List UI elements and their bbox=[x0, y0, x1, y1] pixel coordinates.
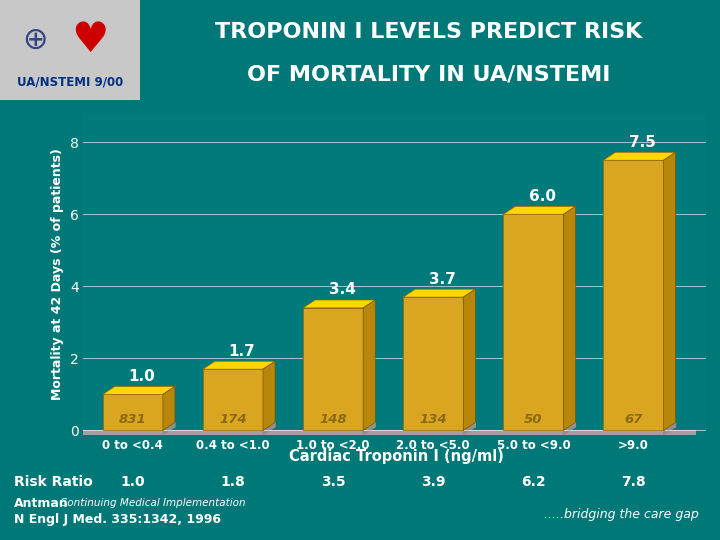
Polygon shape bbox=[363, 422, 375, 435]
Text: ♥: ♥ bbox=[71, 19, 109, 61]
Text: 3.5: 3.5 bbox=[321, 475, 346, 489]
Polygon shape bbox=[403, 289, 475, 297]
FancyBboxPatch shape bbox=[0, 0, 140, 100]
FancyBboxPatch shape bbox=[603, 160, 664, 430]
Text: 6.2: 6.2 bbox=[521, 475, 546, 489]
Polygon shape bbox=[463, 289, 475, 430]
Polygon shape bbox=[603, 152, 675, 160]
Text: Continuing Medical Implementation: Continuing Medical Implementation bbox=[60, 498, 246, 508]
Text: 7.5: 7.5 bbox=[629, 135, 656, 150]
FancyBboxPatch shape bbox=[203, 369, 263, 430]
Text: UA/NSTEMI 9/00: UA/NSTEMI 9/00 bbox=[17, 76, 124, 89]
Text: .....bridging the care gap: .....bridging the care gap bbox=[544, 508, 698, 521]
FancyBboxPatch shape bbox=[103, 394, 163, 430]
Text: Cardiac Troponin I (ng/ml): Cardiac Troponin I (ng/ml) bbox=[289, 449, 503, 464]
Text: ⊕: ⊕ bbox=[22, 25, 48, 55]
Text: 3.4: 3.4 bbox=[329, 282, 356, 298]
Text: 148: 148 bbox=[319, 413, 347, 426]
Text: Antman: Antman bbox=[14, 497, 69, 510]
Text: 1.7: 1.7 bbox=[229, 343, 256, 359]
Text: 3.7: 3.7 bbox=[429, 272, 456, 287]
Text: TROPONIN I LEVELS PREDICT RISK: TROPONIN I LEVELS PREDICT RISK bbox=[215, 22, 642, 42]
Text: Risk Ratio: Risk Ratio bbox=[14, 475, 93, 489]
Text: 1.8: 1.8 bbox=[220, 475, 246, 489]
Text: 134: 134 bbox=[419, 413, 447, 426]
Polygon shape bbox=[664, 422, 675, 435]
Polygon shape bbox=[363, 300, 375, 430]
Text: 174: 174 bbox=[219, 413, 247, 426]
Polygon shape bbox=[103, 387, 175, 394]
Polygon shape bbox=[263, 422, 275, 435]
Polygon shape bbox=[303, 300, 375, 308]
FancyBboxPatch shape bbox=[83, 430, 696, 435]
Text: 50: 50 bbox=[524, 413, 543, 426]
Polygon shape bbox=[463, 422, 475, 435]
Polygon shape bbox=[564, 422, 575, 435]
FancyBboxPatch shape bbox=[303, 308, 363, 430]
Polygon shape bbox=[564, 206, 575, 430]
Polygon shape bbox=[503, 206, 575, 214]
Text: N Engl J Med. 335:1342, 1996: N Engl J Med. 335:1342, 1996 bbox=[14, 513, 222, 526]
FancyBboxPatch shape bbox=[503, 214, 564, 430]
Text: OF MORTALITY IN UA/NSTEMI: OF MORTALITY IN UA/NSTEMI bbox=[247, 65, 610, 85]
Text: 6.0: 6.0 bbox=[529, 189, 556, 204]
Polygon shape bbox=[664, 152, 675, 430]
Text: 7.8: 7.8 bbox=[621, 475, 646, 489]
Polygon shape bbox=[263, 361, 275, 430]
Polygon shape bbox=[163, 422, 175, 435]
Y-axis label: Mortality at 42 Days (% of patients): Mortality at 42 Days (% of patients) bbox=[51, 148, 64, 400]
Text: 1.0: 1.0 bbox=[120, 475, 145, 489]
Text: 67: 67 bbox=[624, 413, 643, 426]
FancyBboxPatch shape bbox=[403, 297, 463, 430]
Text: 1.0: 1.0 bbox=[128, 369, 156, 384]
Text: 3.9: 3.9 bbox=[421, 475, 446, 489]
Text: 831: 831 bbox=[119, 413, 147, 426]
Polygon shape bbox=[203, 361, 275, 369]
Polygon shape bbox=[163, 387, 175, 430]
